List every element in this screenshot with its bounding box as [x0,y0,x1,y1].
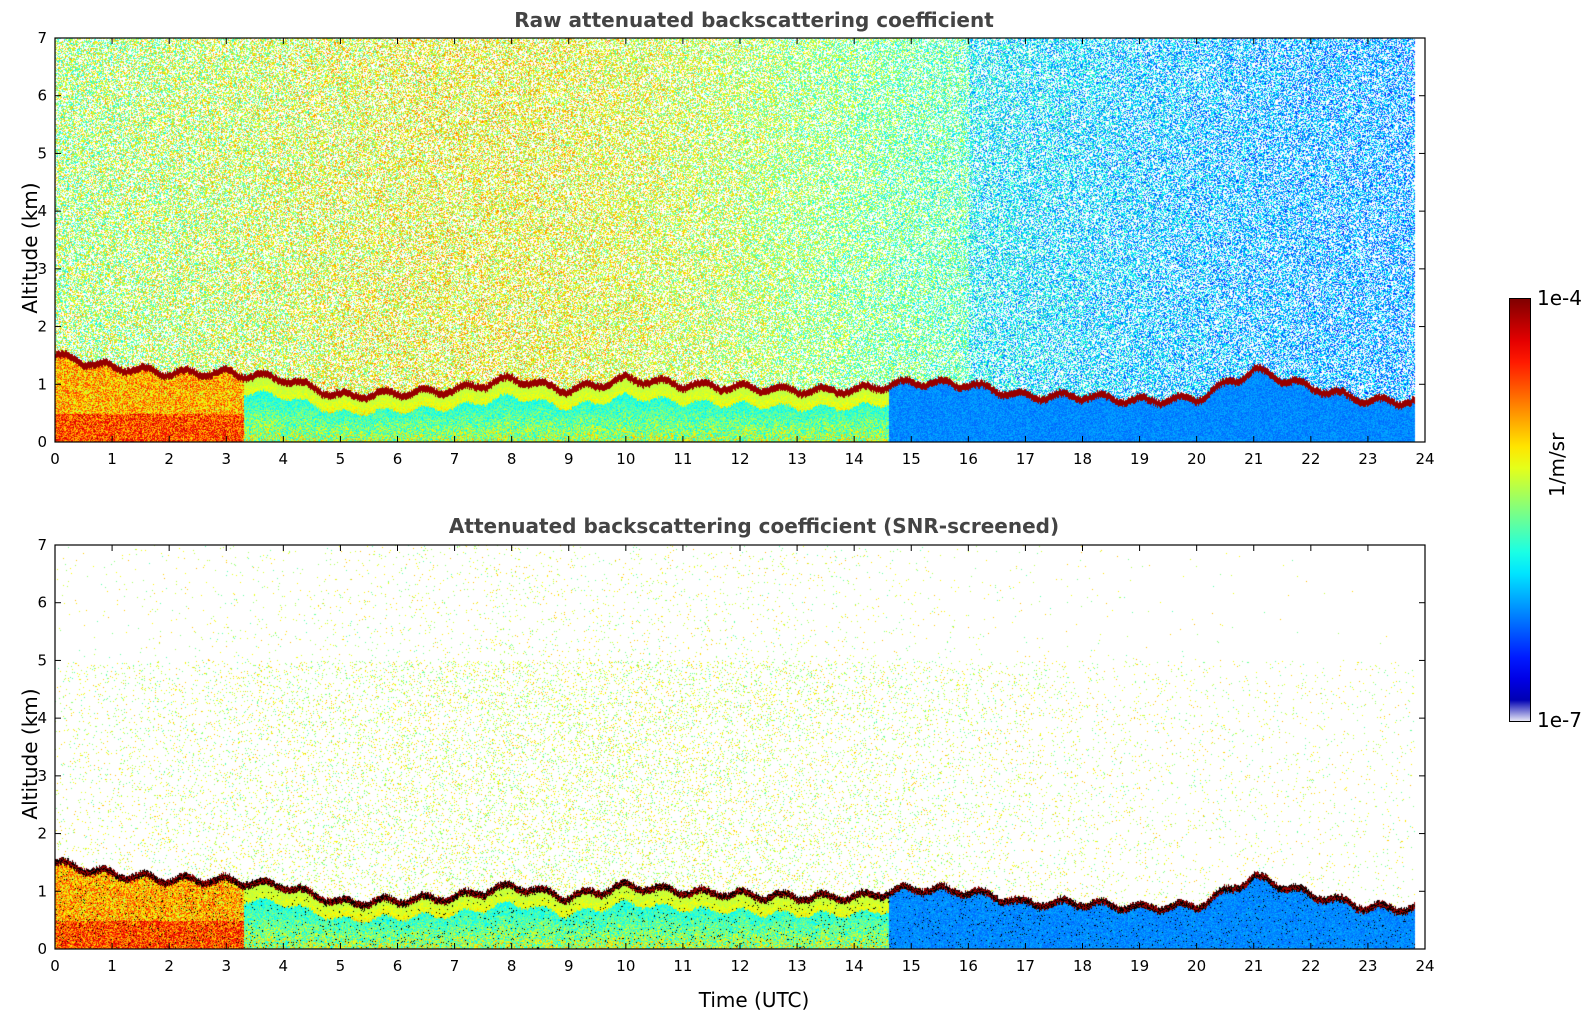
x-tick-label: 17 [1016,957,1035,975]
y-tick-label: 1 [37,882,47,900]
x-tick-label: 24 [1415,957,1434,975]
x-tick-label: 20 [1187,957,1206,975]
y-tick-label: 6 [37,87,47,105]
x-tick-label: 11 [673,450,692,468]
x-tick-label: 10 [616,957,635,975]
x-tick-label: 16 [959,450,978,468]
y-tick-label: 2 [37,825,47,843]
x-tick-label: 24 [1415,450,1434,468]
x-tick-label: 15 [902,450,921,468]
x-tick-label: 7 [450,450,460,468]
x-tick-label: 7 [450,957,460,975]
x-tick-label: 3 [221,450,231,468]
x-tick-label: 22 [1301,450,1320,468]
y-tick-label: 2 [37,318,47,336]
y-tick-label: 5 [37,651,47,669]
x-tick-label: 10 [616,450,635,468]
x-tick-label: 5 [336,957,346,975]
colorbar-max-label: 1e-4 [1537,286,1582,310]
x-tick-label: 3 [221,957,231,975]
x-tick-label: 5 [336,450,346,468]
x-tick-label: 23 [1358,450,1377,468]
x-tick-label: 6 [393,957,403,975]
x-tick-label: 13 [788,450,807,468]
x-tick-label: 18 [1073,450,1092,468]
y-tick-label: 4 [37,709,47,727]
x-tick-label: 8 [507,957,517,975]
bottom-panel-heatmap [55,545,1425,949]
y-tick-label: 7 [37,536,47,554]
x-tick-label: 2 [164,450,174,468]
x-tick-label: 17 [1016,450,1035,468]
x-tick-label: 23 [1358,957,1377,975]
x-tick-label: 11 [673,957,692,975]
x-tick-label: 4 [279,957,289,975]
top-panel-title: Raw attenuated backscattering coefficien… [514,8,994,32]
x-tick-label: 16 [959,957,978,975]
panel-frame [54,544,1426,950]
x-tick-label: 8 [507,450,517,468]
x-tick-label: 22 [1301,957,1320,975]
y-tick-label: 3 [37,767,47,785]
x-tick-label: 12 [730,450,749,468]
x-tick-label: 18 [1073,957,1092,975]
x-tick-label: 15 [902,957,921,975]
x-tick-label: 9 [564,957,574,975]
x-tick-label: 13 [788,957,807,975]
x-tick-label: 14 [845,450,864,468]
x-tick-label: 19 [1130,450,1149,468]
y-tick-label: 4 [37,202,47,220]
x-tick-label: 1 [107,957,117,975]
x-tick-label: 12 [730,957,749,975]
x-tick-label: 21 [1244,957,1263,975]
y-tick-label: 3 [37,260,47,278]
top-panel-heatmap [55,38,1425,442]
colorbar [1509,298,1531,722]
x-tick-label: 1 [107,450,117,468]
x-tick-label: 21 [1244,450,1263,468]
panel-frame [54,37,1426,443]
x-tick-label: 0 [50,957,60,975]
y-tick-label: 5 [37,144,47,162]
x-tick-label: 2 [164,957,174,975]
colorbar-min-label: 1e-7 [1537,708,1582,732]
y-tick-label: 1 [37,375,47,393]
x-axis-label: Time (UTC) [698,988,810,1012]
y-tick-label: 7 [37,29,47,47]
bottom-panel-title: Attenuated backscattering coefficient (S… [448,514,1060,538]
colorbar-unit-label: 1/m/sr [1545,432,1569,497]
y-tick-label: 6 [37,594,47,612]
x-tick-label: 19 [1130,957,1149,975]
y-tick-label: 0 [37,433,47,451]
x-tick-label: 9 [564,450,574,468]
x-tick-label: 4 [279,450,289,468]
x-tick-label: 0 [50,450,60,468]
x-tick-label: 14 [845,957,864,975]
x-tick-label: 6 [393,450,403,468]
y-tick-label: 0 [37,940,47,958]
x-tick-label: 20 [1187,450,1206,468]
